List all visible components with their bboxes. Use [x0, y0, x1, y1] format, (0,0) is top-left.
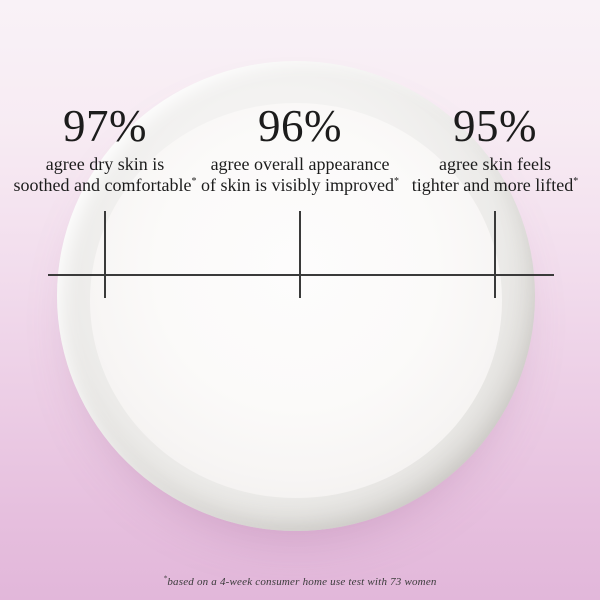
stat-description-line2: tighter and more lifted — [411, 174, 574, 195]
stat-dry-skin: 97% agree dry skin is soothed and comfor… — [0, 103, 220, 195]
stat-value: 95% — [453, 101, 537, 151]
tick-mark-3 — [494, 211, 496, 298]
cream-swatch-highlight — [90, 103, 502, 499]
stat-description: agree skin feels tighter and more lifted… — [380, 154, 600, 195]
stat-value: 97% — [63, 101, 147, 151]
footnote-marker: * — [163, 573, 168, 583]
footnote-text: based on a 4-week consumer home use test… — [167, 576, 437, 588]
footnote-marker: * — [191, 175, 197, 187]
stat-description-line1: agree dry skin is — [45, 154, 165, 174]
tick-mark-2 — [299, 211, 301, 298]
stat-description-line1: agree skin feels — [439, 154, 551, 174]
stat-value: 96% — [258, 101, 342, 151]
stat-tighter-lifted: 95% agree skin feels tighter and more li… — [380, 103, 600, 195]
stat-overall-appearance: 96% agree overall appearance of skin is … — [185, 103, 415, 195]
footnote-marker: * — [573, 175, 579, 187]
stat-description: agree overall appearance of skin is visi… — [185, 154, 415, 195]
cream-swatch-image — [57, 61, 535, 531]
footnote: *based on a 4-week consumer home use tes… — [0, 573, 600, 588]
stat-description-line1: agree overall appearance — [210, 154, 390, 174]
footnote-marker: * — [394, 175, 399, 187]
stat-axis-line — [48, 274, 554, 276]
stat-description-line2: of skin is visibly improved — [201, 174, 394, 195]
tick-mark-1 — [104, 211, 106, 298]
stat-description: agree dry skin is soothed and comfortabl… — [0, 154, 220, 195]
stat-description-line2: soothed and comfortable — [13, 174, 192, 195]
